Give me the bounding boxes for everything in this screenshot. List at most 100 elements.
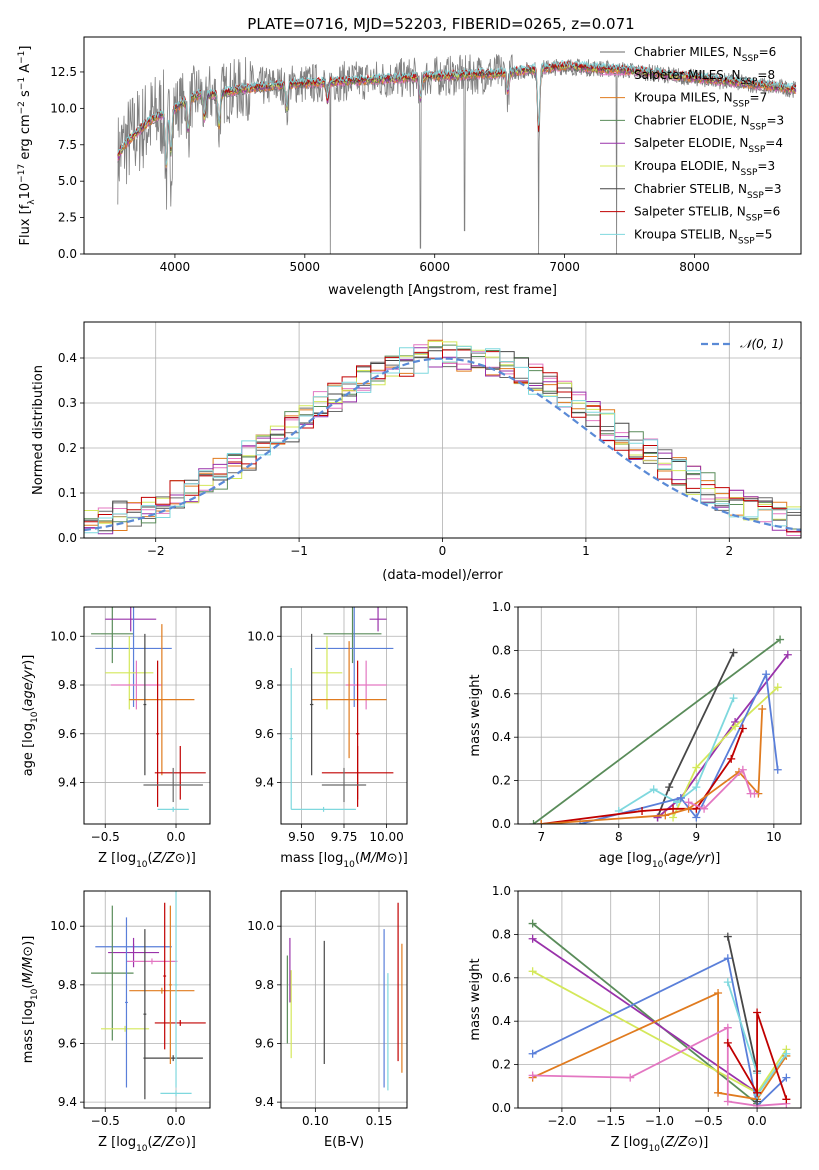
errorbar-point [323,607,382,664]
x-axis-label: wavelength [Angstrom, rest frame] [328,283,557,298]
x-tick-label: 0.0 [748,1114,767,1128]
errorbar-point [163,902,167,1050]
plot-area-mass-vs-EBV [286,902,403,1091]
axes-spectrum: 4000 5000 6000 7000 8000 0.0 2.5 5.0 7.5 10.0 12.5… [17,36,802,298]
x-tick-label: 6000 [419,260,450,274]
histogram-legend: 𝒩(0, 1) [701,337,784,351]
weight-line [532,922,758,1105]
weight-marker [669,813,678,822]
errorbar-point [345,660,387,710]
weight-marker [692,763,701,772]
weight-marker [738,765,747,774]
x-axis-label: Z [log10(Z/Z⊙)] [98,851,196,870]
errorbar-point [369,607,387,632]
y-tick-label: 0.0 [58,531,77,545]
y-tick-label: 9.6 [58,1036,77,1050]
x-tick-label: 8000 [679,260,710,274]
y-tick-label: 0.2 [492,774,511,788]
y-tick-label: 0.2 [492,1058,511,1072]
weight-marker [692,813,701,822]
errorbar-point [91,607,134,664]
legend-label: Kroupa ELODIE, NSSP=3 [634,159,775,178]
y-tick-label: 10.0 [247,919,274,933]
x-tick-label: 0 [439,544,447,558]
weight-line [532,638,781,824]
errorbar-point [311,636,343,710]
weight-marker [528,1071,537,1080]
y-tick-label: 0.3 [58,396,77,410]
weight-marker [782,1095,791,1104]
x-axis-label: Z [log10(Z/Z⊙)] [611,1135,709,1154]
errorbar-point [160,1090,192,1097]
errorbar-point [291,806,356,812]
y-tick-label: 9.6 [255,727,274,741]
weight-marker [626,1073,635,1082]
errorbar-point [143,767,203,803]
axes-frame [517,606,802,825]
x-tick-label: −1.0 [645,1114,674,1128]
weight-marker [700,804,709,813]
spectrum-legend: Chabrier MILES, NSSP=6 Salpeter MILES, NS… [600,45,784,246]
weight-series [723,1008,791,1104]
weight-marker [723,954,732,963]
weight-marker [638,806,647,815]
errorbar-point [143,929,147,1100]
legend-label: Chabrier MILES, NSSP=6 [634,45,776,64]
errorbar-point [95,607,172,707]
axes-age-vs-mass: 9.50 9.75 10.00 9.4 9.6 9.8 10.0 mass [log10(M/… [247,606,408,870]
weight-line [541,708,764,824]
weight-marker [762,670,771,679]
y-tick-label: 9.8 [255,978,274,992]
y-tick-label: 9.8 [58,978,77,992]
legend-label: Kroupa STELIB, NSSP=5 [634,227,772,246]
weight-marker [782,1073,791,1082]
weight-line [532,937,758,1106]
normal-curve [84,357,801,532]
weight-marker [753,1088,762,1097]
weight-marker [528,967,537,976]
weight-line [532,956,788,1108]
weight-marker [714,988,723,997]
weight-marker [528,934,537,943]
y-axis-label: mass [log10(M/M⊙)] [21,936,40,1064]
weight-marker [714,1088,723,1097]
y-tick-label: 0.0 [58,247,77,261]
errorbar-point [154,745,206,800]
x-tick-label: −1 [290,544,308,558]
weight-series [537,704,767,824]
axes-mass-vs-Z: −0.5 0.0 9.4 9.6 9.8 10.0 Z [log10(Z/Z⊙)] mass … [21,890,211,1154]
errorbar-point [156,660,160,807]
weight-marker [653,813,662,822]
y-tick-label: 12.5 [50,65,77,79]
errorbar-point [315,607,394,707]
weight-marker [528,919,537,928]
weight-line [657,654,789,819]
y-tick-label: 0.4 [492,1014,511,1028]
weight-marker [783,650,792,659]
weight-marker [773,765,782,774]
y-axis-label: Normed distribution [31,365,46,495]
x-axis-label: (data-model)/error [382,568,503,583]
plot-area-weight-vs-age [529,635,792,824]
errorbar-point [311,641,387,759]
weight-marker [723,1097,732,1106]
errorbar-point [157,806,189,812]
y-tick-label: 2.5 [58,211,77,225]
y-tick-label: 9.8 [255,678,274,692]
weight-marker [731,722,740,731]
y-tick-label: 9.4 [255,776,274,790]
weight-marker [738,724,747,733]
y-tick-label: 9.4 [58,776,77,790]
errorbar-point [309,633,314,776]
x-tick-label: 0.10 [302,1114,329,1128]
y-tick-label: 5.0 [58,174,77,188]
y-tick-label: 10.0 [50,101,77,115]
x-tick-label: 10 [766,830,781,844]
y-tick-label: 0.8 [492,643,511,657]
x-tick-label: −1.5 [596,1114,625,1128]
weight-marker [692,783,701,792]
y-tick-label: 0.8 [492,927,511,941]
y-tick-label: 9.4 [255,1095,274,1109]
y-tick-label: 7.5 [58,138,77,152]
